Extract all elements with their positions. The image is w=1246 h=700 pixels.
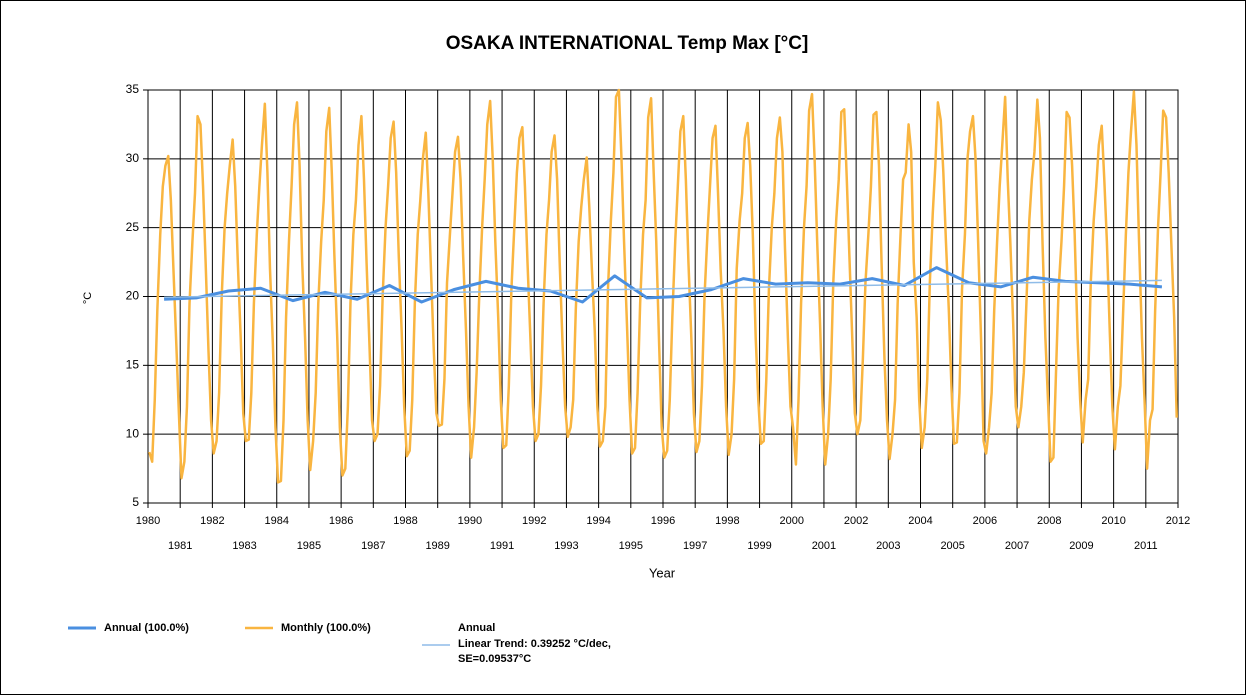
- x-tick-label: 1988: [393, 515, 417, 527]
- legend-label: SE=0.09537°C: [458, 653, 531, 665]
- x-tick-label: 2010: [1101, 515, 1125, 527]
- x-tick-label: 2009: [1069, 540, 1093, 552]
- x-tick-label: 1995: [619, 540, 643, 552]
- x-tick-label: 1987: [361, 540, 385, 552]
- x-tick-label: 1994: [586, 515, 610, 527]
- x-tick-label: 2007: [1005, 540, 1029, 552]
- y-tick-label: 30: [126, 151, 140, 165]
- x-tick-label: 1982: [200, 515, 224, 527]
- y-tick-label: 20: [126, 289, 140, 303]
- x-tick-label: 1991: [490, 540, 514, 552]
- legend-label: Linear Trend: 0.39252 °C/dec,: [458, 638, 611, 650]
- x-tick-label: 1998: [715, 515, 739, 527]
- legend-label: Monthly (100.0%): [281, 622, 371, 634]
- x-tick-label: 2005: [940, 540, 964, 552]
- x-tick-label: 2004: [908, 515, 932, 527]
- legend-label: Annual: [458, 622, 495, 634]
- x-tick-label: 1980: [136, 515, 160, 527]
- x-tick-label: 2008: [1037, 515, 1061, 527]
- series-line: [148, 88, 1178, 484]
- y-axis-label: °C: [82, 292, 94, 304]
- x-tick-label: 2000: [780, 515, 804, 527]
- x-tick-label: 1983: [232, 540, 256, 552]
- x-tick-label: 1993: [554, 540, 578, 552]
- y-tick-label: 35: [126, 82, 140, 96]
- x-tick-label: 1996: [651, 515, 675, 527]
- x-tick-label: 2012: [1166, 515, 1190, 527]
- legend-label: Annual (100.0%): [104, 622, 189, 634]
- y-tick-label: 10: [126, 426, 140, 440]
- x-tick-label: 1985: [297, 540, 321, 552]
- x-tick-label: 1986: [329, 515, 353, 527]
- series-line: [164, 266, 1163, 304]
- y-tick-label: 5: [132, 495, 139, 509]
- x-tick-label: 2002: [844, 515, 868, 527]
- x-tick-label: 1990: [458, 515, 482, 527]
- series-line: [164, 279, 1162, 298]
- x-tick-label: 2006: [973, 515, 997, 527]
- y-tick-label: 15: [126, 358, 140, 372]
- x-tick-label: 1999: [747, 540, 771, 552]
- x-tick-label: 2001: [812, 540, 836, 552]
- y-tick-label: 25: [126, 220, 140, 234]
- x-axis-label: Year: [649, 565, 676, 580]
- x-tick-label: 2003: [876, 540, 900, 552]
- x-tick-label: 1997: [683, 540, 707, 552]
- x-tick-label: 2011: [1134, 540, 1158, 552]
- x-tick-label: 1989: [425, 540, 449, 552]
- x-tick-label: 1981: [168, 540, 192, 552]
- x-tick-label: 1984: [265, 515, 289, 527]
- chart-title: OSAKA INTERNATIONAL Temp Max [°C]: [446, 33, 809, 54]
- x-tick-label: 1992: [522, 515, 546, 527]
